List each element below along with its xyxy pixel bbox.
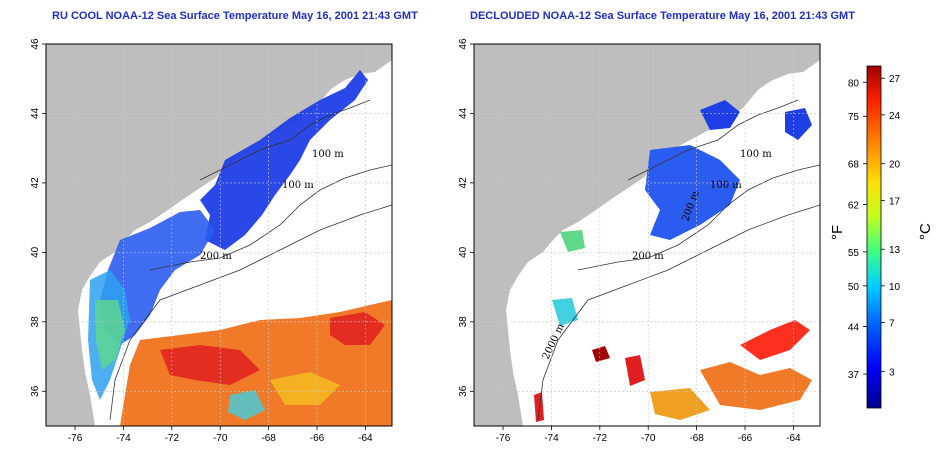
right-sst-cold-patch <box>700 100 740 130</box>
left-sst-yellow-patch <box>270 372 340 405</box>
right-map-panel: 100 m 100 m 200 m 200 m 2000 m -76 -74 -72… <box>458 38 821 444</box>
left-sst-cold-water <box>200 70 368 250</box>
right-contour-100m <box>627 99 799 181</box>
left-nova-scotia <box>290 44 392 100</box>
x-tick-label: -66 <box>310 433 325 444</box>
left-contour-label: 100 m <box>282 180 314 191</box>
left-sst-green-band <box>95 300 125 370</box>
right-sst-warm-patch <box>650 388 710 420</box>
y-tick-label: 36 <box>30 385 41 397</box>
x-tick-label: -70 <box>641 433 656 444</box>
y-tick-label: 40 <box>458 246 469 258</box>
right-axis-ticks: -76 -74 -72 -70 -68 -66 -64 36 38 40 42 44 46 <box>458 38 801 444</box>
celsius-tick-label: 3 <box>889 367 895 378</box>
right-sst-warm-patch <box>625 355 645 386</box>
right-grid <box>474 44 820 426</box>
celsius-tick-label: 27 <box>889 74 901 85</box>
fahrenheit-tick-label: 44 <box>848 323 860 334</box>
x-tick-label: -64 <box>358 433 373 444</box>
left-contour-100m <box>199 99 371 181</box>
y-tick-label: 38 <box>30 316 41 328</box>
x-tick-label: -70 <box>213 433 228 444</box>
left-sst-hot-water <box>160 345 260 385</box>
y-tick-label: 42 <box>30 177 41 189</box>
right-panel-title: DECLOUDED NOAA-12 Sea Surface Temperatur… <box>470 10 855 22</box>
right-sst-hot-patch <box>592 346 610 362</box>
celsius-tick-label: 13 <box>889 245 901 256</box>
left-sst-cold-water-2 <box>100 210 215 345</box>
x-tick-label: -64 <box>786 433 801 444</box>
colorbar-gradient <box>866 65 882 409</box>
celsius-tick-label: 7 <box>889 319 895 330</box>
left-map-panel: 100 m 100 m 200 m -76 -74 -72 -70 -68 -66 -64 3… <box>30 38 393 444</box>
right-sst-cold-patch <box>785 108 812 140</box>
right-contour-label: 100 m <box>710 180 742 191</box>
x-tick-label: -68 <box>689 433 704 444</box>
right-nova-scotia <box>718 44 820 100</box>
left-grid <box>46 44 392 426</box>
y-tick-label: 44 <box>30 107 41 119</box>
fahrenheit-tick-label: 62 <box>848 200 860 211</box>
y-tick-label: 46 <box>458 38 469 50</box>
celsius-tick-label: 17 <box>889 196 901 207</box>
y-tick-label: 36 <box>458 385 469 397</box>
y-tick-label: 42 <box>458 177 469 189</box>
x-tick-label: -72 <box>593 433 608 444</box>
y-tick-label: 38 <box>458 316 469 328</box>
x-tick-label: -74 <box>116 433 131 444</box>
fahrenheit-tick-label: 75 <box>848 112 860 123</box>
y-tick-label: 46 <box>30 38 41 50</box>
fahrenheit-tick-label: 68 <box>848 160 860 171</box>
colorbar-ticks: 27 24 20 17 13 10 7 3 80 75 68 62 55 50 44 37 <box>848 74 901 381</box>
temperature-colorbar: 27 24 20 17 13 10 7 3 80 75 68 62 55 50 44 37 °F °C <box>829 65 934 409</box>
fahrenheit-tick-label: 55 <box>848 248 860 259</box>
fahrenheit-unit-label: °F <box>829 225 846 240</box>
left-map-frame <box>45 43 393 427</box>
x-tick-label: -76 <box>496 433 511 444</box>
right-sst-warm-patch <box>700 362 812 410</box>
fahrenheit-tick-label: 50 <box>848 282 860 293</box>
x-tick-label: -68 <box>261 433 276 444</box>
left-sst-cyan-patch <box>228 390 265 420</box>
x-tick-label: -66 <box>738 433 753 444</box>
x-tick-label: -76 <box>68 433 83 444</box>
x-tick-label: -72 <box>165 433 180 444</box>
left-contour-label: 100 m <box>312 149 344 160</box>
left-panel-title: RU COOL NOAA-12 Sea Surface Temperature … <box>52 10 418 22</box>
y-tick-label: 44 <box>458 107 469 119</box>
right-sst-green-patch <box>560 230 585 252</box>
y-tick-label: 40 <box>30 246 41 258</box>
right-sst-warm-patch <box>534 392 544 422</box>
left-land-mass <box>46 44 392 426</box>
right-sst-cold-patch <box>645 145 740 240</box>
fahrenheit-tick-label: 80 <box>848 78 860 89</box>
right-sst-cyan-patch <box>552 298 578 326</box>
celsius-unit-label: °C <box>917 223 934 240</box>
celsius-tick-label: 24 <box>889 111 901 122</box>
left-contour-label: 200 m <box>200 251 232 262</box>
right-land-mass <box>474 44 820 426</box>
left-sst-hot-water-2 <box>330 312 385 345</box>
left-contour-200m <box>149 164 392 271</box>
right-contour-200m <box>577 164 820 271</box>
right-contour-label: 100 m <box>740 149 772 160</box>
right-map-frame <box>473 43 821 427</box>
x-tick-label: -74 <box>544 433 559 444</box>
celsius-tick-label: 10 <box>889 282 901 293</box>
left-axis-ticks: -76 -74 -72 -70 -68 -66 -64 36 38 40 42 44 46 <box>30 38 373 444</box>
right-sst-warm-patch <box>740 320 810 360</box>
celsius-tick-label: 20 <box>889 160 901 171</box>
fahrenheit-tick-label: 37 <box>848 370 860 381</box>
